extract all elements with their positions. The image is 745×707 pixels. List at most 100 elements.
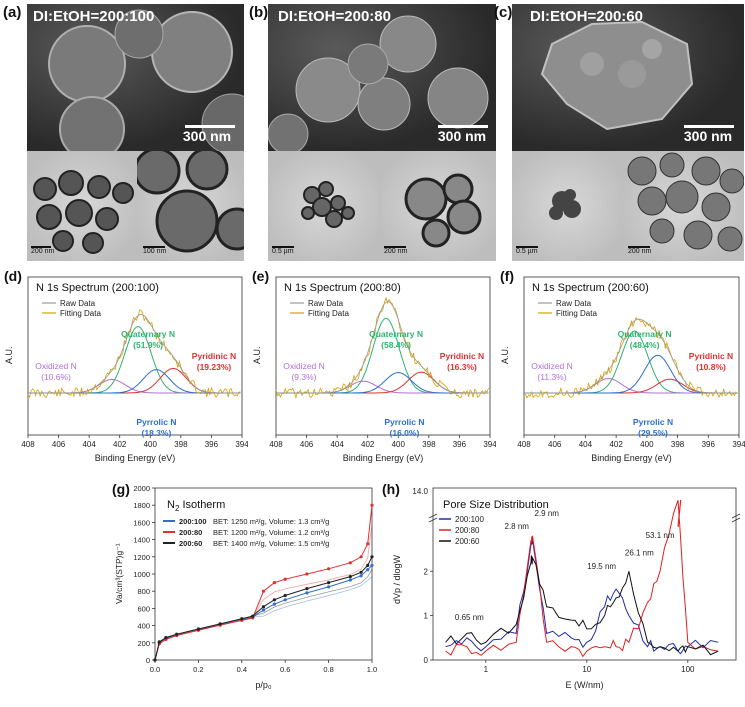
iso-point-0-16: [370, 563, 374, 567]
label-pyri-e: Pyridinic N: [440, 351, 484, 361]
panel-label-g: (g): [112, 481, 130, 497]
ratio-label-b: DI:EtOH=200:80: [278, 8, 391, 25]
sem-scale-c: 300 nm: [683, 128, 733, 144]
legend-fit-e: Fitting Data: [308, 309, 349, 318]
iso-point-2-1: [157, 640, 161, 644]
fit-data-d: [28, 313, 241, 394]
label-pyrr-pct-e: (16.0%): [390, 428, 420, 438]
legend-raw-d: Raw Data: [60, 299, 96, 308]
label-quat-e: Quaternary N: [369, 329, 423, 339]
iso-legend-text-1: BET: 1200 m²/g, Volume: 1.2 cm³/g: [213, 528, 329, 537]
xlabel-d: Binding Energy (eV): [95, 453, 176, 463]
iso-xtick-2: 0.4: [237, 665, 247, 674]
tem-scalebar-c1: [516, 246, 538, 248]
xtick-e-6: 396: [453, 440, 467, 449]
iso-point-1-15: [366, 542, 370, 546]
tem-aggregate-c2: [627, 152, 744, 252]
tem-image-a1: 200 nm: [27, 151, 137, 261]
tem-particles-a1: [33, 170, 134, 254]
xtick-d-1: 406: [52, 440, 66, 449]
iso-legend-name-0: 200:100: [179, 517, 207, 526]
pore-xtick-1: 10: [582, 665, 591, 674]
iso-point-2-16: [370, 555, 374, 559]
iso-point-2-9: [272, 598, 276, 602]
iso-legend-text-2: BET: 1400 m²/g, Volume: 1.5 cm³/g: [213, 539, 329, 548]
iso-point-0-12: [327, 585, 331, 589]
pore-annotation-3: 19.5 nm: [587, 562, 616, 571]
pore-svg: (h) 0 1 2 14.0 1 10 100 E (W/nm) dVp / dlogW Pore …: [382, 481, 741, 690]
pore-spike-red: [677, 499, 682, 527]
tem-scale-c2: 200 nm: [628, 248, 652, 255]
label-pyri-d: Pyridinic N: [192, 351, 236, 361]
iso-point-2-12: [327, 581, 331, 585]
iso-point-2-0: [153, 658, 157, 662]
axis-break-right: [731, 513, 741, 523]
xtick-f-7: 394: [732, 440, 745, 449]
xps-title-e: N 1s Spectrum (200:80): [284, 282, 401, 294]
pore-ytick-2: 2: [424, 567, 429, 576]
label-quat-d: Quaternary N: [121, 329, 175, 339]
pore-xtick-0: 1: [484, 665, 489, 674]
fit-data-e: [276, 300, 489, 394]
pore-annotation-4: 26.1 nm: [625, 549, 654, 558]
iso-title: N2 Isotherm: [167, 499, 225, 513]
xps-svg-f: (f) N 1s Spectrum (200:60) Raw DataFitting…: [500, 268, 745, 463]
sem-image-a: DI:EtOH=200:100 300 nm: [27, 4, 244, 151]
tem-scalebar-b2: [384, 246, 406, 248]
iso-point-2-7: [251, 614, 255, 618]
xtick-f-1: 406: [548, 440, 562, 449]
panel-label-h: (h): [382, 481, 400, 497]
plot-frame-f: [523, 276, 740, 436]
label-oxi-f: Oxidized N: [531, 361, 573, 371]
label-pyri-f: Pyridinic N: [689, 351, 733, 361]
ratio-label-a: DI:EtOH=200:100: [33, 8, 155, 25]
tem-scale-a2: 100 nm: [143, 248, 167, 255]
pore-legend-name-0: 200:100: [455, 515, 484, 524]
xlabel-e: Binding Energy (eV): [343, 453, 424, 463]
tem-scale-c1: 0.5 µm: [516, 248, 538, 255]
iso-legend-text-0: BET: 1250 m²/g, Volume: 1.3 cm³/g: [213, 517, 329, 526]
iso-point-0-8: [261, 608, 266, 612]
ylabel-f: A.U.: [500, 346, 510, 364]
legend-fit-d: Fitting Data: [60, 309, 101, 318]
label-oxi-pct-d: (10.6%): [41, 372, 71, 382]
pore-annotation-5: 53.1 nm: [646, 531, 675, 540]
iso-xlabel: p/p₀: [255, 680, 272, 690]
panel-a-label: (a): [3, 4, 22, 21]
xps-chart-d: (d) N 1s Spectrum (200:100) Raw Data Fittin…: [0, 265, 249, 480]
pore-legend-name-1: 200:80: [455, 526, 480, 535]
iso-point-2-11: [305, 587, 309, 591]
raw-data-d: [27, 309, 241, 399]
iso-ytick-2: 400: [137, 622, 150, 631]
sem-scale-a: 300 nm: [182, 128, 232, 144]
label-pyrr-e: Pyrrolic N: [384, 417, 424, 427]
pore-series-1: [445, 500, 719, 658]
iso-ytick-10: 2000: [133, 484, 150, 493]
iso-ytick-9: 1800: [133, 501, 150, 510]
tem-image-c2: 200 nm: [622, 151, 744, 261]
iso-point-2-4: [196, 627, 200, 631]
sem-aggregate-c: [540, 20, 694, 131]
tem-scalebar-a1: [31, 246, 51, 248]
label-pyrr-pct-f: (29.5%): [638, 428, 668, 438]
pore-frame: [432, 487, 737, 661]
iso-xtick-3: 0.6: [280, 665, 290, 674]
tem-particles-a2: [137, 151, 244, 253]
pore-series-0: [445, 539, 719, 655]
sem-spheres-a: [48, 9, 244, 151]
iso-series-2: [154, 556, 373, 661]
label-pyrr-f: Pyrrolic N: [633, 417, 673, 427]
sem-scalebar-b: [438, 125, 488, 128]
label-quat-pct-d: (51.9%): [133, 340, 163, 350]
panel-c-label: (c): [494, 4, 513, 21]
iso-xtick-4: 0.8: [323, 665, 333, 674]
xtick-e-1: 406: [300, 440, 314, 449]
iso-point-1-11: [305, 572, 309, 576]
xtick-d-0: 408: [21, 440, 35, 449]
iso-ytick-0: 0: [146, 656, 150, 665]
pore-series-2: [445, 555, 719, 656]
xtick-d-2: 404: [82, 440, 96, 449]
label-pyri-pct-f: (10.8%): [696, 362, 726, 372]
tem-image-b1: 0.5 µm: [268, 151, 380, 261]
iso-point-2-3: [175, 632, 179, 636]
